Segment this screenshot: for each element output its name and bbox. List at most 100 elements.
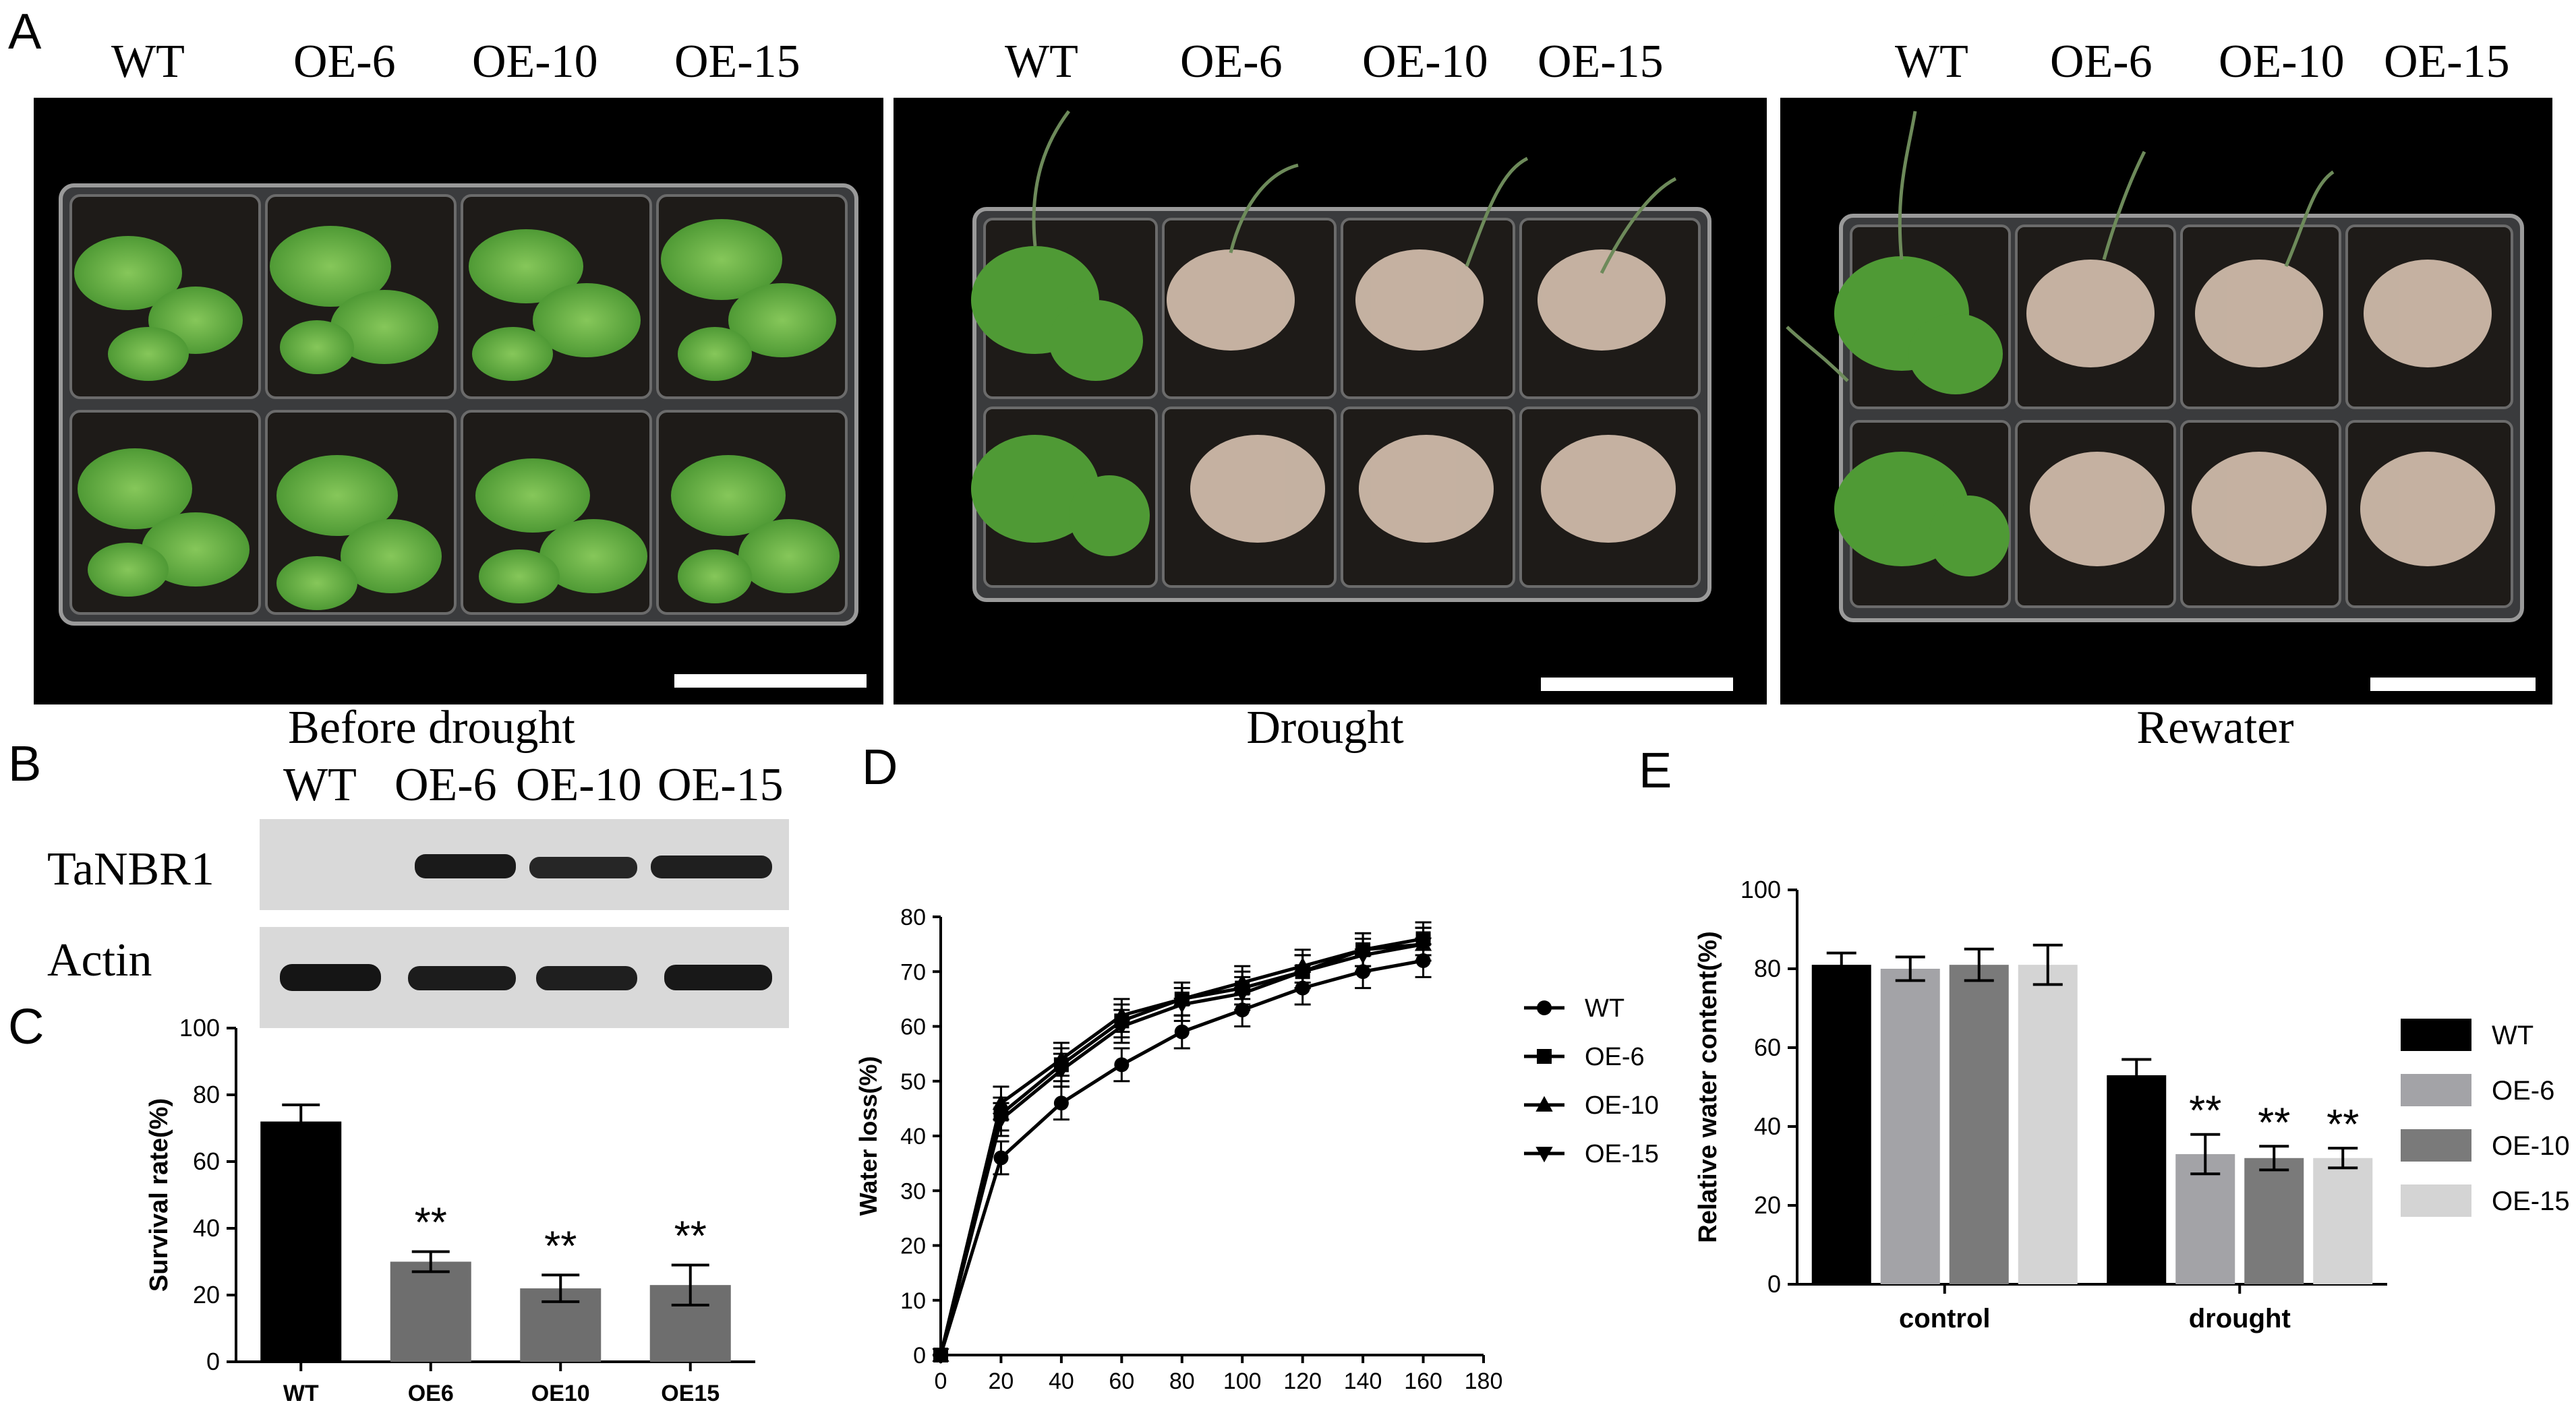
photo-caption: Drought [1246,702,1404,754]
x-tick-label: 80 [1169,1369,1195,1394]
genotype-label: OE-6 [2050,36,2153,88]
y-tick-label: 40 [1754,1112,1781,1140]
x-tick-label: OE6 [408,1381,454,1406]
relative-water-content-chart: 0 20 40 60 80 100 Relative water content(%) con… [1694,876,2569,1333]
x-tick-label: 100 [1223,1369,1262,1394]
legend-label: OE-15 [1585,1140,1659,1168]
y-tick-label: 60 [1754,1033,1781,1061]
y-tick-label: 60 [900,1015,926,1040]
blot-membrane-tanbr1 [260,819,789,910]
legend-swatch [2401,1184,2471,1217]
blot-lane-label: OE-6 [394,759,497,811]
data-point [1053,1095,1069,1111]
panel-label-c: C [8,998,45,1054]
water-loss-chart: 0 10 20 30 40 50 60 70 80 0 20 40 60 80 100 120 140 160 18… [854,905,1659,1402]
x-tick-label: 20 [989,1369,1014,1394]
y-tick-label: 100 [1740,876,1781,903]
x-tick-label: 180 [1465,1369,1503,1394]
y-tick-label: 30 [900,1178,926,1204]
y-tick-label: 70 [900,959,926,985]
y-axis-title: Water loss(%) [854,1056,882,1216]
y-tick-label: 20 [900,1234,926,1259]
y-tick-label: 40 [193,1214,220,1242]
y-tick-label: 50 [900,1069,926,1095]
y-tick-label: 10 [900,1288,926,1314]
data-point [992,1094,1010,1110]
plant-photo-drought [894,98,1767,704]
plant-photo-before-drought [34,98,883,704]
legend-label: WT [2492,1021,2534,1050]
x-tick-label: WT [283,1381,319,1406]
y-tick-label: 80 [900,905,926,930]
data-point [1174,1024,1190,1040]
data-point [932,1348,949,1364]
significance-marker: ** [2258,1100,2290,1146]
data-point [992,1112,1010,1129]
photo-caption: Before drought [288,702,575,754]
y-tick-label: 80 [193,1081,220,1108]
legend-label: OE-6 [2492,1076,2554,1106]
significance-marker: ** [415,1200,447,1247]
x-tick-label: 0 [935,1369,947,1394]
panel-label-a: A [8,3,42,59]
legend-swatch [2401,1074,2471,1106]
genotype-label: OE-10 [1362,36,1488,88]
significance-marker: ** [2326,1102,2359,1148]
x-tick-label: 140 [1344,1369,1382,1394]
bar [2107,1075,2167,1284]
y-tick-label: 80 [1754,955,1781,982]
genotype-label: OE-15 [674,36,800,88]
legend-label: OE-6 [1585,1043,1645,1071]
data-point [1233,986,1251,1002]
data-point [1113,1019,1130,1035]
genotype-label: WT [1005,36,1078,88]
genotype-label: OE-10 [2219,36,2345,88]
panel-label-b: B [8,735,42,791]
y-tick-label: 0 [1767,1270,1781,1298]
data-point [1053,1063,1070,1079]
bar [2244,1158,2304,1284]
legend-label: OE-10 [2492,1131,2569,1161]
blot-row-label: Actin [47,934,152,986]
bar [2175,1153,2235,1284]
survival-rate-chart: 0 20 40 60 80 100 Survival rate(%) WT OE6 ** OE10 *… [145,1014,755,1406]
y-tick-label: 40 [900,1124,926,1149]
data-point [1294,965,1312,981]
x-tick-label: drought [2189,1304,2291,1333]
genotype-label: OE-10 [472,36,598,88]
significance-marker: ** [2189,1088,2221,1135]
genotype-label: WT [111,36,185,88]
genotype-label: OE-15 [2384,36,2510,88]
blot-lane-label: WT [283,759,357,811]
panel-label-e: E [1639,742,1672,798]
y-tick-label: 60 [193,1147,220,1175]
legend-label: OE-10 [1585,1091,1659,1120]
genotype-label: OE-6 [1180,36,1283,88]
genotype-label: WT [1895,36,1968,88]
x-tick-label: 60 [1109,1369,1134,1394]
y-tick-label: 20 [193,1281,220,1309]
y-tick-label: 0 [913,1343,926,1369]
y-tick-label: 0 [206,1348,220,1375]
significance-marker: ** [674,1213,707,1259]
x-tick-label: 40 [1049,1369,1074,1394]
data-point [993,1150,1009,1166]
bar [1811,965,1871,1284]
blot-lane-label: OE-15 [657,759,784,811]
significance-marker: ** [544,1223,577,1269]
blot-row-label: TaNBR1 [47,843,214,895]
x-tick-label: control [1899,1304,1991,1333]
y-tick-label: 100 [179,1014,220,1042]
photo-caption: Rewater [2136,702,2294,754]
data-point [1537,1000,1552,1015]
x-tick-label: OE15 [661,1381,720,1406]
legend-swatch [2401,1129,2471,1162]
data-point [1414,937,1432,953]
data-point [1354,948,1372,965]
bar [2018,965,2078,1284]
x-axis-title: Minutes in vitro [1122,1400,1301,1402]
y-axis-title: Survival rate(%) [145,1098,173,1292]
genotype-label: OE-6 [293,36,396,88]
genotype-label: OE-15 [1538,36,1664,88]
data-point [1535,1147,1553,1163]
